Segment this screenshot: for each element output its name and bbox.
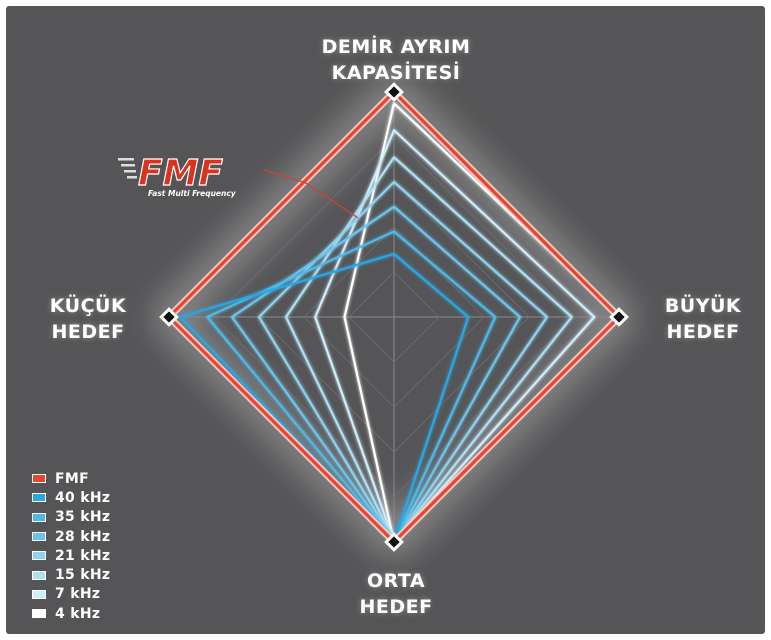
legend: FMF 40 kHz 35 kHz 28 kHz 21 kHz 15 kHz 7 kHz 4 …	[32, 469, 110, 623]
legend-swatch	[32, 493, 46, 503]
legend-swatch	[32, 570, 46, 580]
axis-label-left-line-2: HEDEF	[51, 321, 125, 343]
legend-item: 21 kHz	[32, 546, 110, 565]
axis-label-left: KÜÇÜK HEDEF	[28, 293, 148, 345]
legend-swatch	[32, 589, 46, 599]
radar-chart	[153, 76, 635, 558]
legend-swatch	[32, 474, 46, 484]
axis-label-right-line-1: BÜYÜK	[664, 295, 742, 317]
legend-swatch	[32, 609, 46, 619]
vertex-marker-core-left	[163, 311, 175, 323]
legend-label: 28 kHz	[55, 528, 111, 545]
axis-label-bottom-line-2: HEDEF	[359, 596, 433, 618]
axis-label-top: DEMİR AYRIM KAPASİTESİ	[296, 34, 496, 86]
axis-label-top-line-1: DEMİR AYRIM	[321, 36, 471, 58]
grid-ring	[213, 136, 575, 498]
fmf-logo: FMF Fast Multi Frequency	[118, 152, 237, 198]
legend-label: 15 kHz	[55, 567, 111, 584]
legend-item: 7 kHz	[32, 585, 110, 604]
grid-ring	[348, 271, 440, 363]
logo-connector-line	[263, 169, 359, 219]
legend-item: 15 kHz	[32, 565, 110, 584]
legend-swatch	[32, 551, 46, 561]
axis-label-left-line-1: KÜÇÜK	[49, 295, 127, 317]
logo-speed-lines	[118, 158, 137, 179]
axis-label-top-line-2: KAPASİTESİ	[331, 62, 461, 84]
vertex-marker-core-bottom	[388, 536, 400, 548]
legend-item: 28 kHz	[32, 527, 110, 546]
legend-item: 35 kHz	[32, 508, 110, 527]
axis-label-bottom-line-1: ORTA	[366, 570, 426, 592]
legend-label: FMF	[55, 470, 89, 487]
legend-item: 4 kHz	[32, 604, 110, 623]
axis-label-right-line-2: HEDEF	[666, 321, 740, 343]
legend-item: 40 kHz	[32, 488, 110, 507]
legend-swatch	[32, 532, 46, 542]
legend-label: 4 kHz	[55, 605, 101, 622]
legend-label: 35 kHz	[55, 509, 111, 526]
vertex-marker-core-right	[613, 311, 625, 323]
chart-panel: DEMİR AYRIM KAPASİTESİ BÜYÜK HEDEF ORTA …	[6, 6, 765, 634]
logo-subtitle: Fast Multi Frequency	[148, 189, 237, 198]
radar-grid	[169, 92, 619, 542]
legend-item: FMF	[32, 469, 110, 488]
axis-label-bottom: ORTA HEDEF	[316, 568, 476, 620]
axis-label-right: BÜYÜK HEDEF	[643, 293, 763, 345]
legend-label: 21 kHz	[55, 547, 111, 564]
grid-ring	[303, 226, 485, 408]
legend-swatch	[32, 512, 46, 522]
legend-label: 40 kHz	[55, 489, 111, 506]
legend-label: 7 kHz	[55, 586, 101, 603]
logo-text: FMF	[138, 153, 223, 194]
